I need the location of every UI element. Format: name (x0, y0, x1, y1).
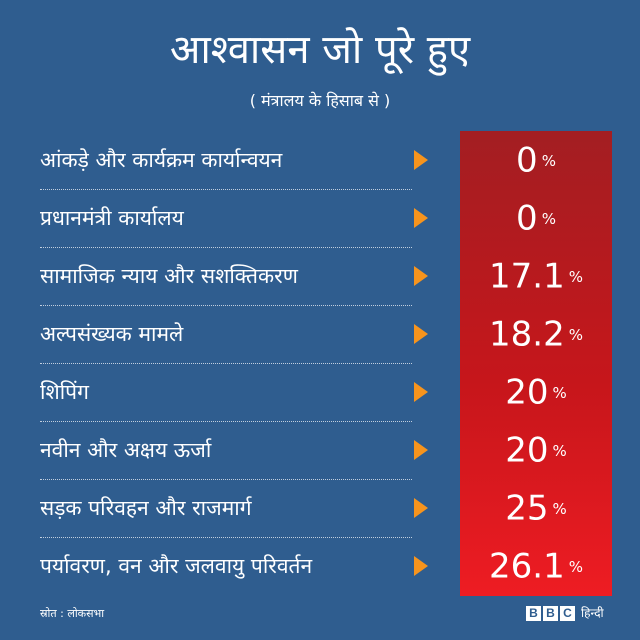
page-title: आश्वासन जो पूरे हुए (169, 27, 471, 73)
table-row: शिपिंग 20% (0, 363, 640, 421)
row-divider (40, 479, 412, 480)
percent-sign: % (568, 267, 583, 286)
percent-sign: % (552, 441, 567, 460)
table-row: आंकड़े और कार्यक्रम कार्यान्वयन 0% (0, 131, 640, 189)
value-number: 20 (505, 430, 549, 471)
page-subtitle: ( मंत्रालय के हिसाब से ) (249, 91, 391, 110)
bbc-hindi-logo: B B C हिन्दी (526, 603, 604, 623)
value-number: 17.1 (489, 256, 565, 297)
logo-letter-c: C (560, 605, 575, 621)
triangle-right-icon (414, 266, 428, 286)
percentage-value: 20% (460, 363, 612, 421)
triangle-right-icon (414, 150, 428, 170)
ministry-label: सड़क परिवहन और राजमार्ग (40, 496, 252, 520)
row-divider (40, 363, 412, 364)
ministry-label: अल्पसंख्यक मामले (40, 322, 184, 346)
value-number: 0 (516, 198, 538, 239)
value-number: 25 (505, 488, 549, 529)
ministry-label: नवीन और अक्षय ऊर्जा (40, 438, 212, 462)
percent-sign: % (541, 151, 556, 170)
table-row: प्रधानमंत्री कार्यालय 0% (0, 189, 640, 247)
logo-letter-b1: B (526, 605, 541, 621)
percentage-value: 0% (460, 189, 612, 247)
source-note: स्रोत : लोकसभा (40, 607, 105, 620)
row-divider (40, 305, 412, 306)
ministry-label: सामाजिक न्याय और सशक्तिकरण (40, 264, 298, 288)
row-divider (40, 189, 412, 190)
value-number: 0 (516, 140, 538, 181)
triangle-right-icon (414, 556, 428, 576)
triangle-right-icon (414, 440, 428, 460)
percentage-value: 26.1% (460, 537, 612, 595)
ministry-label: पर्यावरण, वन और जलवायु परिवर्तन (40, 554, 313, 578)
table-row: अल्पसंख्यक मामले 18.2% (0, 305, 640, 363)
triangle-right-icon (414, 208, 428, 228)
triangle-right-icon (414, 498, 428, 518)
percentage-value: 17.1% (460, 247, 612, 305)
percent-sign: % (568, 325, 583, 344)
value-panel (460, 131, 612, 596)
row-divider (40, 421, 412, 422)
percent-sign: % (541, 209, 556, 228)
value-number: 18.2 (489, 314, 565, 355)
percentage-value: 20% (460, 421, 612, 479)
value-number: 26.1 (489, 546, 565, 587)
percentage-value: 0% (460, 131, 612, 189)
ministry-label: प्रधानमंत्री कार्यालय (40, 206, 184, 230)
triangle-right-icon (414, 382, 428, 402)
table-row: पर्यावरण, वन और जलवायु परिवर्तन 26.1% (0, 537, 640, 595)
percent-sign: % (568, 557, 583, 576)
table-row: सामाजिक न्याय और सशक्तिकरण 17.1% (0, 247, 640, 305)
value-number: 20 (505, 372, 549, 413)
percentage-value: 18.2% (460, 305, 612, 363)
percent-sign: % (552, 499, 567, 518)
logo-text: हिन्दी (581, 606, 604, 620)
percent-sign: % (552, 383, 567, 402)
percentage-value: 25% (460, 479, 612, 537)
table-row: सड़क परिवहन और राजमार्ग 25% (0, 479, 640, 537)
ministry-table: आंकड़े और कार्यक्रम कार्यान्वयन 0% प्रधानम… (0, 131, 640, 596)
ministry-label: शिपिंग (40, 380, 89, 404)
row-divider (40, 247, 412, 248)
row-divider (40, 537, 412, 538)
table-row: नवीन और अक्षय ऊर्जा 20% (0, 421, 640, 479)
triangle-right-icon (414, 324, 428, 344)
logo-letter-b2: B (543, 605, 558, 621)
ministry-label: आंकड़े और कार्यक्रम कार्यान्वयन (40, 148, 283, 172)
